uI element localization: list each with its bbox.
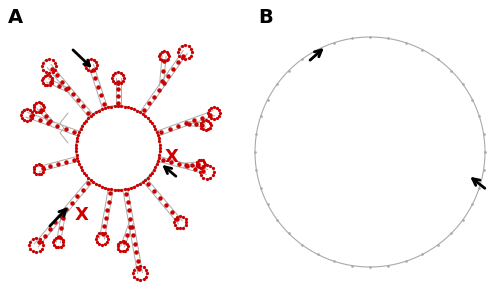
Text: B: B [258, 8, 273, 27]
Text: X: X [75, 206, 89, 224]
Text: A: A [8, 8, 23, 27]
Text: X: X [165, 148, 179, 166]
